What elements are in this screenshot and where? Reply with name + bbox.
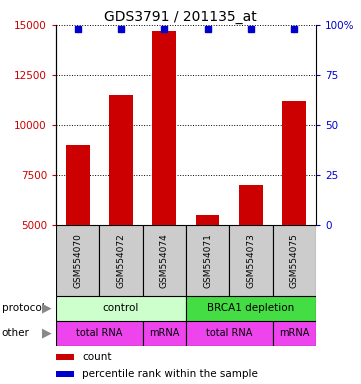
Text: other: other [2, 328, 30, 338]
Text: total RNA: total RNA [76, 328, 122, 338]
Text: GDS3791 / 201135_at: GDS3791 / 201135_at [104, 10, 257, 23]
Text: protocol: protocol [2, 303, 44, 313]
Bar [56, 354, 74, 360]
Bar [196, 215, 219, 225]
Bar [66, 145, 90, 225]
Text: mRNA: mRNA [149, 328, 179, 338]
Bar [186, 321, 273, 346]
Bar [186, 225, 229, 296]
Text: mRNA: mRNA [279, 328, 309, 338]
Text: GSM554075: GSM554075 [290, 233, 299, 288]
Text: ▶: ▶ [42, 327, 52, 339]
Bar [56, 225, 99, 296]
Bar [143, 321, 186, 346]
Text: total RNA: total RNA [206, 328, 252, 338]
Bar [152, 31, 176, 225]
Text: GSM554074: GSM554074 [160, 233, 169, 288]
Bar [273, 321, 316, 346]
Text: GSM554070: GSM554070 [73, 233, 82, 288]
Bar [186, 296, 316, 321]
Text: GSM554073: GSM554073 [247, 233, 255, 288]
Bar [56, 321, 143, 346]
Bar [239, 185, 263, 225]
Bar [56, 296, 186, 321]
Text: GSM554072: GSM554072 [117, 233, 125, 288]
Text: control: control [103, 303, 139, 313]
Text: count: count [82, 352, 112, 362]
Bar [109, 95, 133, 225]
Text: percentile rank within the sample: percentile rank within the sample [82, 369, 258, 379]
Bar [229, 225, 273, 296]
Text: GSM554071: GSM554071 [203, 233, 212, 288]
Text: ▶: ▶ [42, 302, 52, 314]
Bar [143, 225, 186, 296]
Text: BRCA1 depletion: BRCA1 depletion [207, 303, 295, 313]
Bar [99, 225, 143, 296]
Bar [273, 225, 316, 296]
Bar [282, 101, 306, 225]
Bar [56, 371, 74, 377]
